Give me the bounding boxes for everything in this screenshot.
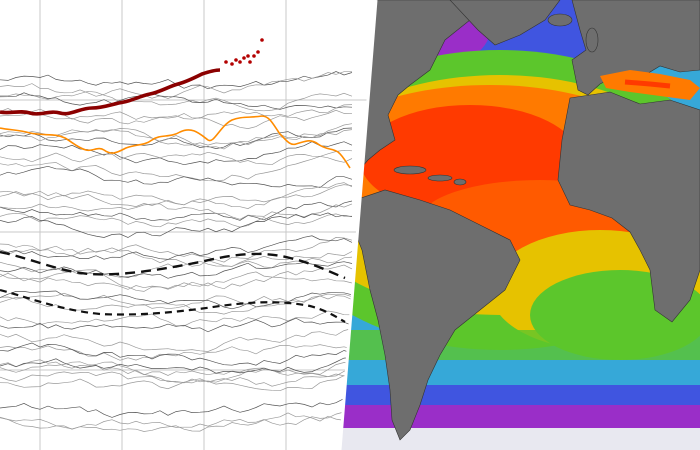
panel-divider: [338, 0, 378, 450]
south-america: [351, 189, 521, 441]
historical-year-line: [0, 342, 353, 366]
historical-year-line: [0, 292, 353, 310]
current-year-point: [260, 38, 264, 42]
africa: [557, 91, 700, 323]
historical-year-line: [0, 245, 353, 267]
historical-year-line: [0, 271, 353, 290]
historical-year-line: [0, 200, 353, 222]
mean-lower-dashed-line: [0, 288, 346, 323]
historical-year-line: [0, 412, 353, 432]
historical-year-line: [0, 212, 353, 228]
historical-year-line: [0, 141, 353, 166]
historical-year-line: [0, 71, 352, 99]
historical-year-line: [0, 359, 353, 377]
historical-year-line: [0, 184, 353, 209]
current-year-point: [230, 62, 234, 66]
historical-year-line: [0, 90, 353, 112]
historical-year-line: [0, 310, 353, 327]
current-year-point: [234, 58, 238, 62]
current-year-recent-points: [224, 38, 264, 66]
historical-year-line: [0, 371, 353, 392]
historical-year-line: [0, 104, 353, 125]
historical-year-line: [0, 212, 353, 238]
ice-zone: [340, 428, 700, 450]
current-year-point: [256, 50, 260, 54]
historical-year-line: [0, 396, 353, 418]
historical-year-line: [0, 151, 353, 166]
previous-year-orange-line: [0, 115, 351, 169]
historical-series-group: [0, 71, 353, 432]
historical-year-line: [0, 411, 353, 430]
historical-year-line: [0, 149, 353, 182]
historical-year-line: [0, 235, 353, 260]
historical-year-line: [0, 372, 353, 390]
historical-year-line: [0, 328, 353, 352]
current-year-point: [238, 60, 242, 64]
current-year-point: [246, 54, 250, 58]
greenland: [449, 0, 561, 46]
current-year-point: [242, 56, 246, 60]
sst-map: [340, 0, 700, 450]
current-year-point: [248, 60, 252, 64]
historical-year-line: [0, 92, 353, 110]
historical-year-line: [0, 203, 353, 220]
historical-year-line: [0, 344, 353, 361]
historical-year-line: [0, 317, 353, 333]
historical-year-line: [0, 123, 353, 150]
mean-upper-dashed-line: [0, 250, 346, 280]
historical-year-line: [0, 357, 353, 374]
current-year-point: [252, 54, 256, 58]
historical-year-line: [0, 256, 353, 278]
current-year-point: [224, 60, 228, 64]
historical-year-line: [0, 361, 353, 384]
historical-year-line: [0, 261, 353, 279]
historical-year-line: [0, 127, 353, 149]
current-year-red-line: [0, 68, 221, 116]
historical-year-line: [0, 237, 353, 263]
historical-year-line: [0, 290, 353, 310]
historical-year-line: [0, 264, 353, 292]
south-cold-zone: [340, 405, 700, 430]
historical-year-line: [0, 165, 353, 188]
